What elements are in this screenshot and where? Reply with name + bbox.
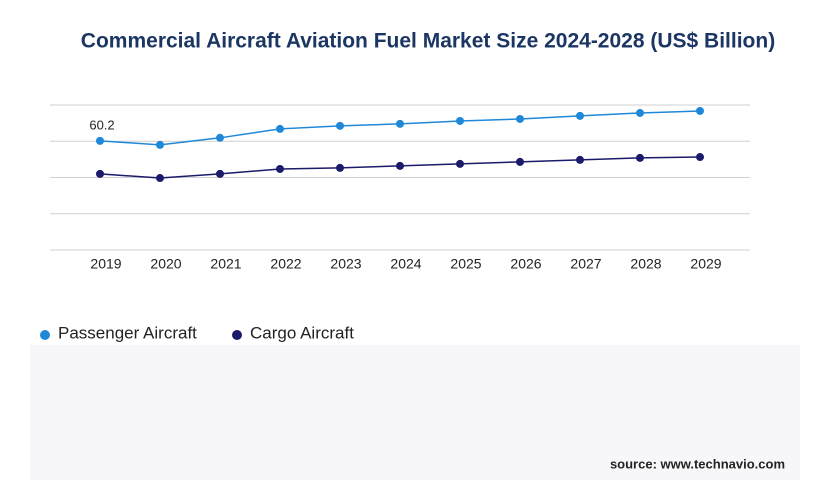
data-point	[516, 114, 524, 123]
x-tick-label: 2027	[570, 256, 601, 272]
data-point	[456, 159, 464, 168]
data-point	[636, 108, 644, 117]
data-point	[216, 133, 224, 142]
data-point	[456, 116, 464, 125]
data-point	[216, 169, 224, 178]
x-tick-label: 2026	[510, 256, 541, 272]
x-tick-label: 2019	[90, 256, 121, 272]
legend-label: Passenger Aircraft	[58, 323, 197, 342]
data-point	[516, 157, 524, 166]
data-point	[396, 119, 404, 128]
data-point	[336, 121, 344, 130]
data-point	[96, 169, 104, 178]
data-point	[156, 174, 164, 183]
x-tick-label: 2029	[690, 256, 721, 272]
panel-background	[30, 345, 800, 480]
legend-marker	[232, 330, 242, 340]
chart-title: Commercial Aircraft Aviation Fuel Market…	[81, 30, 775, 53]
data-label: 60.2	[89, 117, 114, 132]
data-point	[396, 161, 404, 170]
legend-label: Cargo Aircraft	[250, 323, 354, 342]
data-point	[276, 164, 284, 173]
legend-marker	[40, 330, 50, 340]
x-tick-label: 2028	[630, 256, 661, 272]
data-point	[636, 153, 644, 162]
x-tick-label: 2022	[270, 256, 301, 272]
series-line	[99, 110, 701, 146]
data-point	[156, 140, 164, 149]
x-tick-label: 2021	[210, 256, 241, 272]
data-point	[576, 111, 584, 120]
data-point	[336, 163, 344, 172]
x-tick-label: 2023	[330, 256, 361, 272]
source: source: www.technavio.com	[610, 456, 785, 471]
data-point	[696, 153, 704, 162]
data-point	[576, 155, 584, 164]
data-point	[96, 136, 104, 145]
x-tick-label: 2024	[390, 256, 421, 272]
data-point	[696, 106, 704, 115]
x-tick-label: 2025	[450, 256, 481, 272]
data-point	[276, 124, 284, 133]
x-tick-label: 2020	[150, 256, 181, 272]
